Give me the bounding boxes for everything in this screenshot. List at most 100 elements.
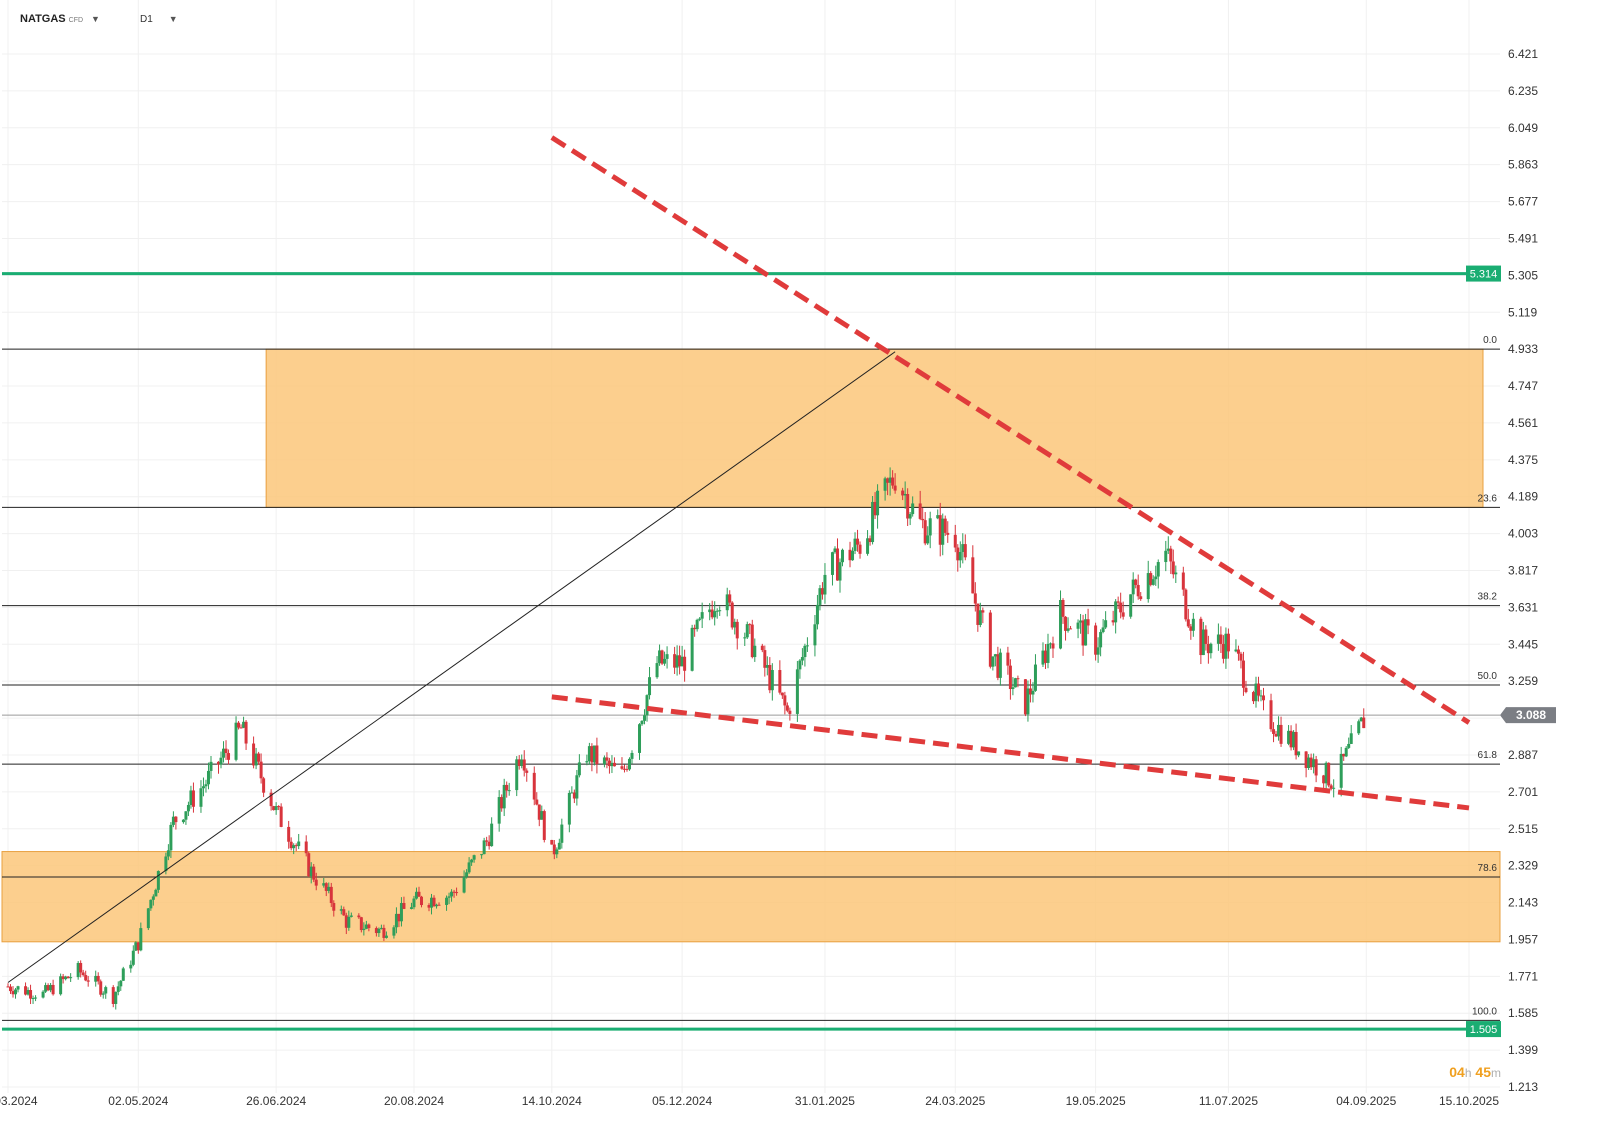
candle-body — [1033, 664, 1037, 691]
candle-body — [1186, 619, 1190, 627]
candle-body — [886, 478, 890, 483]
candle-body — [131, 950, 135, 965]
candle-body — [906, 494, 910, 519]
y-tick-label: 6.421 — [1508, 47, 1538, 61]
y-tick-label: 2.515 — [1508, 822, 1538, 836]
candle-body — [1277, 724, 1281, 737]
candle-body — [467, 862, 471, 873]
candle-body — [181, 819, 185, 823]
candle-body — [66, 976, 70, 979]
candle-body — [1094, 625, 1098, 655]
timeframe-label: D1 — [140, 13, 153, 25]
x-tick-label: 26.06.2024 — [246, 1094, 306, 1108]
x-tick-label: 20.08.2024 — [384, 1094, 444, 1108]
candle-body — [680, 656, 684, 667]
y-tick-label: 5.863 — [1508, 158, 1538, 172]
candle-body — [294, 845, 298, 847]
candle-body — [199, 788, 203, 807]
trendline-dashed — [550, 135, 1471, 725]
candle-body — [675, 655, 679, 668]
candle-body — [1164, 550, 1168, 563]
candle-body — [111, 987, 115, 1004]
y-tick-label: 1.213 — [1508, 1080, 1538, 1094]
candle-body — [309, 866, 313, 877]
candle-body — [856, 538, 860, 545]
symbol-selector[interactable]: NATGAS CFD ▼ — [20, 10, 100, 28]
candle-body — [648, 677, 652, 696]
candle-body — [607, 760, 611, 767]
candle-body — [1259, 695, 1263, 697]
candle-body — [673, 654, 677, 668]
candle-body — [1101, 627, 1105, 633]
candle-body — [1362, 717, 1366, 729]
candle-body — [402, 903, 406, 909]
candle-body — [412, 898, 416, 908]
y-tick-label: 5.677 — [1508, 195, 1538, 209]
candle-body — [234, 722, 238, 760]
candle-body — [329, 886, 333, 904]
candle-body — [953, 534, 957, 548]
candle-body — [1239, 653, 1243, 661]
candle-body — [936, 515, 940, 519]
candle-body — [835, 548, 839, 581]
candle-body — [322, 883, 326, 886]
candle-body — [239, 727, 243, 729]
candle-body — [868, 538, 872, 543]
candle-body — [710, 609, 714, 618]
candle-body — [888, 477, 892, 483]
candle-body — [602, 757, 606, 765]
candle-body — [1013, 678, 1017, 688]
candle-body — [765, 664, 769, 668]
candle-body — [572, 792, 576, 799]
candle-body — [339, 909, 343, 911]
candle-body — [876, 490, 880, 516]
candle-body — [1111, 620, 1115, 623]
candle-body — [963, 544, 967, 558]
axis-layer: 6.421 6.235 6.049 5.863 5.677 5.491 5.305 5.119… — [0, 47, 1556, 1108]
candle-body — [1251, 692, 1255, 702]
candle-body — [698, 618, 702, 620]
candle-body — [1069, 628, 1073, 630]
candle-body — [502, 784, 506, 809]
x-tick-label: 04.09.2025 — [1336, 1094, 1396, 1108]
candle-body — [745, 624, 749, 638]
candle-body — [1031, 690, 1035, 695]
candle-body — [820, 588, 824, 595]
candle-body — [943, 518, 947, 533]
candle-body — [1314, 759, 1318, 776]
candle-body — [487, 841, 491, 847]
timeframe-selector[interactable]: D1 ▼ — [140, 10, 178, 28]
candle-body — [362, 928, 366, 931]
candles-layer — [6, 467, 1366, 1010]
candle-body — [690, 627, 694, 671]
candle-body — [347, 916, 351, 928]
candle-body — [81, 972, 85, 976]
fib-label: 50.0 — [1478, 671, 1498, 682]
candle-body — [853, 538, 857, 551]
candle-body — [490, 823, 494, 847]
candle-body — [31, 998, 35, 1000]
candle-body — [798, 660, 802, 670]
y-tick-label: 6.049 — [1508, 121, 1538, 135]
candle-body — [500, 797, 504, 809]
x-tick-label: 15.10.2025 — [1439, 1094, 1499, 1108]
candle-body — [535, 799, 539, 805]
candle-body — [1307, 757, 1311, 768]
candle-body — [715, 610, 719, 612]
candle-body — [592, 745, 596, 763]
candle-body — [918, 503, 922, 519]
candle-body — [204, 784, 208, 787]
timer-hours-unit: h — [1464, 1066, 1472, 1080]
candle-body — [753, 645, 757, 658]
candle-body — [224, 748, 228, 754]
candle-body — [660, 650, 664, 664]
candle-body — [1199, 618, 1203, 656]
x-tick-label: 24.03.2025 — [925, 1094, 985, 1108]
candle-body — [555, 849, 559, 855]
candle-body — [445, 897, 449, 905]
candle-timer: 04h 45m — [1449, 1064, 1501, 1080]
candle-body — [748, 624, 752, 626]
level-label-bg — [1466, 1021, 1501, 1038]
candle-body — [552, 844, 556, 855]
